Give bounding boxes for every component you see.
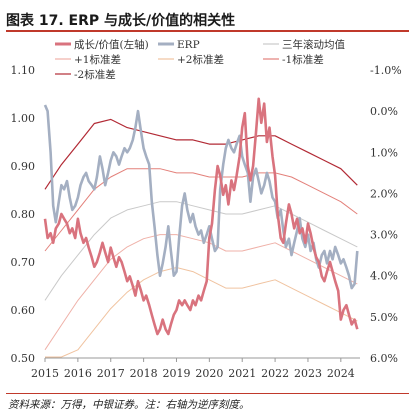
series-line-minus2 (44, 118, 358, 190)
x-tick-label: 2023 (294, 367, 322, 380)
y-left-tick-label: 0.70 (11, 256, 36, 269)
legend-label-ratio: 成长/价值(左轴) (74, 38, 149, 51)
series-line-plus1 (44, 234, 358, 351)
legend-label-plus2: +2标准差 (177, 53, 224, 66)
series-line-rolling (44, 201, 358, 301)
series-lines (43, 97, 359, 358)
x-tick-label: 2018 (130, 367, 158, 380)
x-tick-label: 2021 (228, 367, 256, 380)
chart-title: 图表 17. ERP 与成长/价值的相关性 (6, 13, 236, 29)
x-tick-label: 2015 (31, 367, 59, 380)
series-line-plus2 (45, 267, 358, 358)
y-right-tick-label: -1.0% (370, 64, 402, 77)
source-divider (6, 393, 409, 394)
x-tick-label: 2022 (261, 367, 289, 380)
y-left-tick-label: 0.50 (11, 352, 36, 365)
legend-label-rolling: 三年滚动均值 (282, 38, 345, 51)
y-left-tick-label: 0.90 (11, 160, 36, 173)
chart-svg: 成长/价值(左轴) ERP 三年滚动均值 +1标准差 +2标准差 -1标准差 -2标准差 2… (11, 38, 402, 380)
y-right-tick-label: 5.0% (370, 311, 398, 324)
legend-label-minus2: -2标准差 (74, 68, 116, 81)
legend-label-plus1: +1标准差 (74, 53, 121, 66)
y-right-tick-label: 0.0% (370, 105, 398, 118)
y-right-tick-label: 4.0% (370, 270, 398, 283)
y-right-tick-label: 3.0% (370, 229, 398, 242)
y-left-tick-label: 1.10 (11, 64, 36, 77)
legend: 成长/价值(左轴) ERP 三年滚动均值 +1标准差 +2标准差 -1标准差 -2标准差 (55, 38, 345, 81)
y-right-tick-label: 2.0% (370, 187, 398, 200)
title-bar: 图表 17. ERP 与成长/价值的相关性 (6, 4, 409, 32)
y-left-tick-label: 1.00 (11, 112, 36, 125)
series-line-erp (43, 104, 359, 290)
legend-label-minus1: -1标准差 (282, 53, 324, 66)
y-right-tick-label: 1.0% (370, 146, 398, 159)
series-line-ratio (43, 97, 359, 336)
x-tick-label: 2019 (162, 367, 190, 380)
y-left-tick-label: 0.80 (11, 208, 36, 221)
y-right-tick-label: 6.0% (370, 352, 398, 365)
axes: 2015 2016 2017 2018 2019 2020 2021 2022 2023 2024… (11, 64, 402, 380)
x-tick-label: 2016 (64, 367, 92, 380)
x-tick-label: 2024 (327, 367, 355, 380)
y-left-tick-label: 0.60 (11, 304, 36, 317)
source-note: 资料来源：万得，中银证券。注：右轴为逆序刻度。 (8, 399, 250, 411)
x-tick-label: 2017 (97, 367, 125, 380)
legend-label-erp: ERP (177, 39, 200, 51)
series-line-minus1 (44, 168, 358, 252)
x-tick-label: 2020 (195, 367, 223, 380)
title-underline (6, 30, 409, 32)
